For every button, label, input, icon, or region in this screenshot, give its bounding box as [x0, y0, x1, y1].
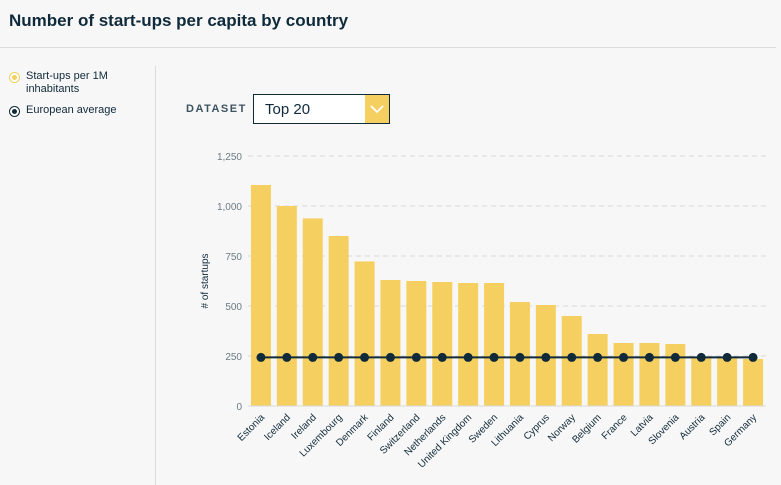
average-point	[670, 352, 680, 362]
dataset-label: DATASET	[186, 103, 247, 115]
bar	[432, 282, 453, 406]
average-point	[282, 352, 292, 362]
bar	[691, 358, 712, 406]
y-axis-title: # of startups	[200, 253, 211, 308]
average-point	[644, 352, 654, 362]
circle-yellow-icon	[10, 73, 19, 82]
dropdown-button[interactable]	[365, 95, 389, 123]
average-point	[385, 352, 395, 362]
legend-item-european-average[interactable]: European average	[9, 104, 149, 117]
average-point	[256, 352, 266, 362]
bar	[354, 261, 375, 406]
average-point	[722, 352, 732, 362]
bar	[484, 283, 505, 406]
bar	[743, 359, 764, 406]
bar	[458, 283, 479, 406]
dataset-select[interactable]: Top 20	[253, 94, 390, 124]
x-tick-label: France	[600, 412, 630, 442]
y-tick-label: 0	[236, 402, 242, 413]
y-tick-label: 1,250	[217, 152, 242, 163]
bar	[639, 343, 660, 406]
bar	[250, 185, 271, 406]
legend-label: Start-ups per 1M inhabitants	[26, 70, 108, 95]
average-point	[411, 352, 421, 362]
bar	[587, 334, 608, 406]
circle-dark-icon	[10, 107, 19, 116]
bar	[665, 344, 686, 406]
y-tick-label: 750	[225, 252, 242, 263]
bar	[328, 236, 349, 406]
average-point	[696, 352, 706, 362]
bar	[302, 218, 323, 406]
average-point	[593, 352, 603, 362]
chevron-down-icon	[370, 105, 384, 114]
y-tick-label: 500	[225, 302, 242, 313]
x-tick-label: Estonia	[236, 412, 268, 444]
average-point	[567, 352, 577, 362]
y-tick-label: 1,000	[217, 202, 242, 213]
average-point	[748, 352, 758, 362]
average-point	[619, 352, 629, 362]
bar	[380, 280, 401, 406]
average-point	[489, 352, 499, 362]
sidebar-divider	[155, 66, 156, 485]
bar	[276, 206, 297, 406]
x-tick-label: Belgium	[570, 412, 603, 445]
x-tick-label: Austria	[678, 412, 708, 442]
average-point	[463, 352, 473, 362]
legend-item-startups[interactable]: Start-ups per 1M inhabitants	[9, 70, 149, 96]
average-point	[541, 352, 551, 362]
bar	[613, 343, 634, 406]
average-point	[360, 352, 370, 362]
bar	[406, 281, 427, 406]
legend-label: European average	[26, 104, 117, 116]
header-divider	[0, 47, 776, 48]
legend: Start-ups per 1M inhabitants European av…	[9, 70, 149, 125]
dataset-select-value: Top 20	[265, 101, 311, 118]
average-point	[334, 352, 344, 362]
page-title: Number of start-ups per capita by countr…	[9, 11, 349, 30]
average-point	[437, 352, 447, 362]
average-point	[515, 352, 525, 362]
x-tick-label: Iceland	[262, 412, 293, 443]
y-tick-label: 250	[225, 352, 242, 363]
average-point	[308, 352, 318, 362]
bar	[717, 358, 738, 406]
